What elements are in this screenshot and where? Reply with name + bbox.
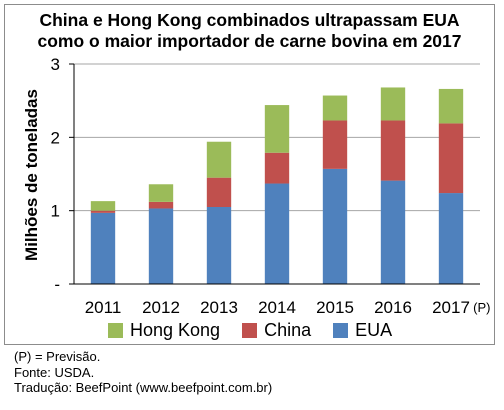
bar-eua-2017 [438, 193, 464, 284]
x-tick-label: 2017 [432, 298, 470, 317]
bar-hong-kong-2013 [206, 141, 232, 178]
y-tick-label: 3 [51, 55, 60, 74]
legend: Hong Kong China EUA [108, 320, 414, 341]
x-tick-label: 2015 [316, 298, 354, 317]
bar-china-2015 [322, 120, 348, 169]
source-note: Fonte: USDA. [14, 364, 95, 380]
x-tick-label: 2012 [142, 298, 180, 317]
legend-swatch-hong-kong [108, 323, 123, 338]
chart-title-line-2: como o maior importador de carne bovina … [37, 31, 462, 51]
bar-eua-2016 [380, 180, 406, 284]
legend-label-hong-kong: Hong Kong [130, 320, 221, 340]
bar-hong-kong-2011 [90, 201, 116, 211]
y-tick-label: - [54, 275, 60, 294]
y-tick-label: 1 [51, 202, 60, 221]
chart-frame [4, 4, 495, 345]
legend-swatch-china [242, 323, 258, 338]
legend-swatch-eua [333, 323, 349, 338]
bar-china-2017 [438, 123, 464, 194]
tick-labels: - 1 2 3 2011 2012 2013 2014 2015 2016 2017 (P) [51, 55, 491, 317]
legend-label-eua: EUA [355, 320, 393, 340]
bar-hong-kong-2014 [264, 105, 290, 153]
legend-label-china: China [264, 320, 312, 340]
x-tick-label: 2014 [258, 298, 296, 317]
forecast-note: (P) = Previsão. [14, 349, 101, 364]
bar-eua-2013 [206, 207, 232, 284]
bars [90, 87, 464, 284]
legend-item-hong-kong: Hong Kong [108, 320, 220, 341]
bar-eua-2011 [90, 212, 116, 284]
x-tick-label: 2011 [85, 298, 122, 317]
bar-eua-2015 [322, 168, 348, 284]
axes [69, 63, 480, 285]
forecast-suffix: (P) [473, 300, 490, 315]
bar-china-2014 [264, 152, 290, 184]
chart-title-line-1: China e Hong Kong combinados ultrapassam… [39, 10, 460, 30]
legend-item-china: China [242, 320, 311, 341]
bar-eua-2012 [148, 208, 174, 284]
translation-note: Tradução: BeefPoint (www.beefpoint.com.b… [14, 380, 273, 395]
bar-eua-2014 [264, 183, 290, 284]
bar-china-2016 [380, 120, 406, 181]
y-tick-label: 2 [51, 128, 60, 147]
bar-hong-kong-2015 [322, 95, 348, 121]
chart-title: China e Hong Kong combinados ultrapassam… [4, 10, 495, 52]
x-tick-label: 2016 [374, 298, 412, 317]
bar-hong-kong-2017 [438, 88, 464, 124]
bar-hong-kong-2012 [148, 184, 174, 202]
bar-china-2012 [148, 201, 174, 209]
bar-china-2011 [90, 210, 116, 213]
bar-china-2013 [206, 177, 232, 207]
footnotes: (P) = Previsão. Fonte: USDA. Tradução: B… [14, 349, 272, 396]
legend-item-eua: EUA [333, 320, 392, 341]
y-axis-label: Milhões de toneladas [22, 89, 41, 261]
bar-hong-kong-2016 [380, 87, 406, 121]
x-tick-label: 2013 [200, 298, 238, 317]
